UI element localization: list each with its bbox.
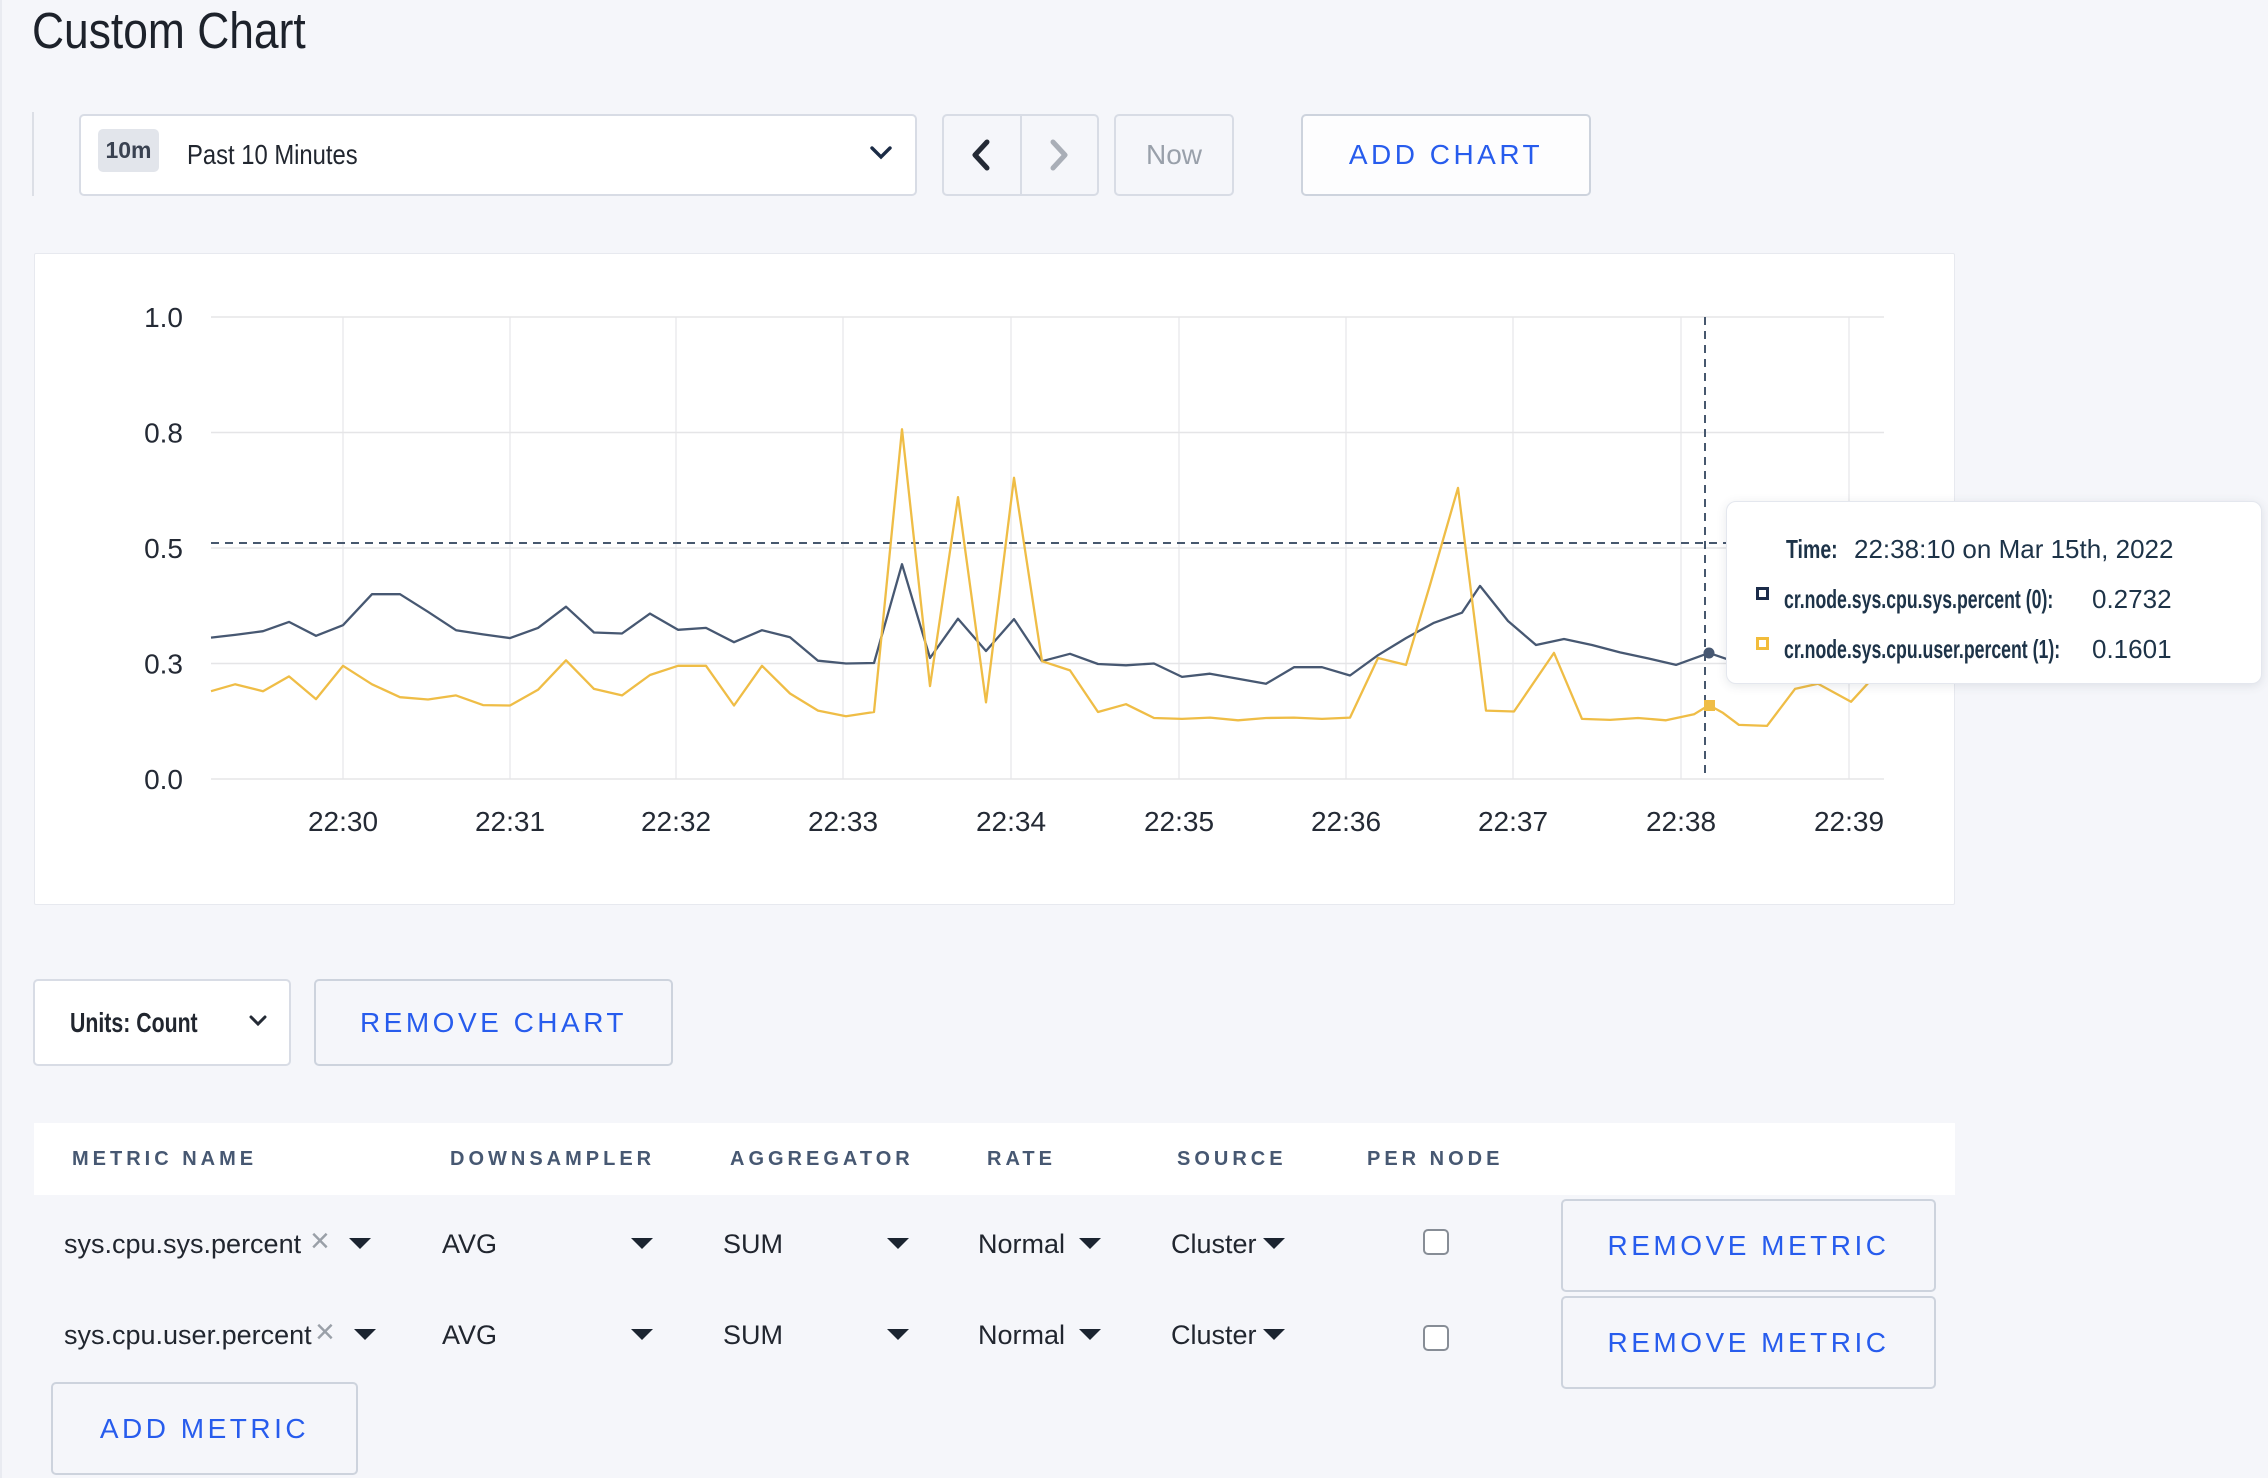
svg-text:22:33: 22:33 bbox=[808, 806, 878, 837]
svg-text:0.5: 0.5 bbox=[144, 533, 183, 564]
svg-text:22:32: 22:32 bbox=[641, 806, 711, 837]
svg-text:22:39: 22:39 bbox=[1814, 806, 1884, 837]
svg-text:22:37: 22:37 bbox=[1478, 806, 1548, 837]
svg-text:1.0: 1.0 bbox=[144, 302, 183, 333]
svg-text:22:34: 22:34 bbox=[976, 806, 1046, 837]
svg-text:0.8: 0.8 bbox=[144, 418, 183, 449]
svg-text:22:31: 22:31 bbox=[475, 806, 545, 837]
svg-text:22:38: 22:38 bbox=[1646, 806, 1716, 837]
svg-text:0.3: 0.3 bbox=[144, 649, 183, 680]
svg-text:0.0: 0.0 bbox=[144, 764, 183, 795]
svg-text:22:35: 22:35 bbox=[1144, 806, 1214, 837]
svg-text:22:36: 22:36 bbox=[1311, 806, 1381, 837]
svg-text:22:30: 22:30 bbox=[308, 806, 378, 837]
